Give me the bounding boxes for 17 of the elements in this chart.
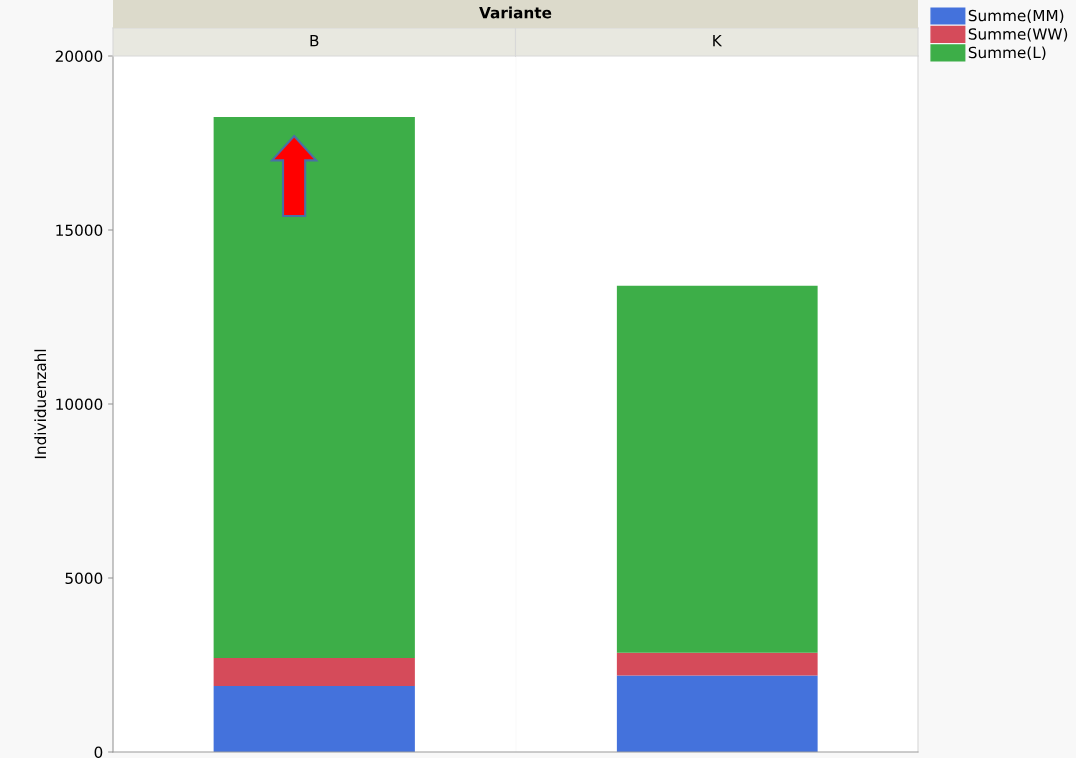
y-axis-title: Individuenzahl [34, 349, 47, 459]
legend-label: Summe(WW) [968, 27, 1068, 42]
bar [213, 658, 415, 686]
bar [616, 652, 818, 676]
bar [616, 675, 818, 752]
y-tick-label: 0 [94, 746, 103, 758]
legend-label: Summe(L) [968, 46, 1046, 61]
legend-label: Summe(MM) [968, 9, 1064, 24]
y-tick-label: 15000 [56, 224, 103, 237]
x-tick-label: K [713, 35, 723, 47]
y-tick-label: 20000 [55, 50, 103, 63]
x-tick-label: B [310, 35, 319, 47]
bar [213, 685, 415, 752]
x-axis-title: Variante [479, 6, 552, 19]
y-tick-label: 5000 [65, 572, 103, 585]
y-tick-label: 10000 [56, 398, 103, 411]
bar [616, 285, 818, 653]
